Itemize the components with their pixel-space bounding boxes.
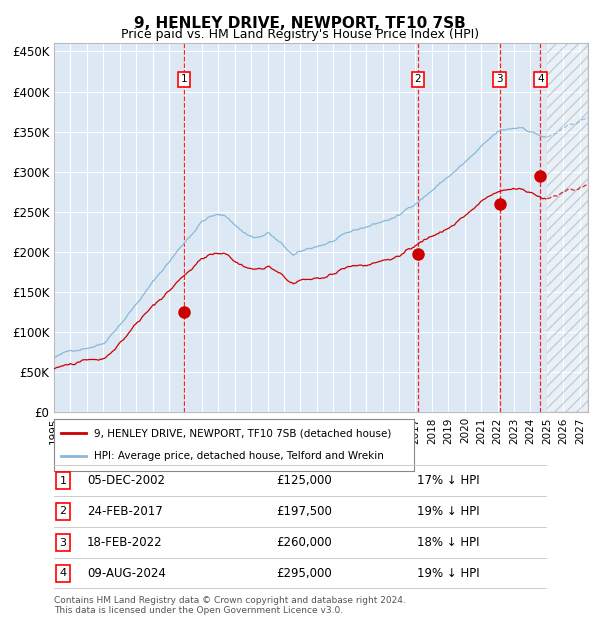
Text: 1: 1 bbox=[59, 476, 67, 485]
Text: 19% ↓ HPI: 19% ↓ HPI bbox=[417, 567, 479, 580]
Bar bbox=[547, 43, 588, 412]
Text: Contains HM Land Registry data © Crown copyright and database right 2024.: Contains HM Land Registry data © Crown c… bbox=[54, 596, 406, 606]
Bar bbox=[547, 43, 588, 412]
Text: 18-FEB-2022: 18-FEB-2022 bbox=[87, 536, 163, 549]
Text: £295,000: £295,000 bbox=[276, 567, 332, 580]
Text: 09-AUG-2024: 09-AUG-2024 bbox=[87, 567, 166, 580]
Text: 4: 4 bbox=[59, 569, 67, 578]
Text: This data is licensed under the Open Government Licence v3.0.: This data is licensed under the Open Gov… bbox=[54, 606, 343, 616]
Text: 18% ↓ HPI: 18% ↓ HPI bbox=[417, 536, 479, 549]
Text: £197,500: £197,500 bbox=[276, 505, 332, 518]
Text: 2: 2 bbox=[59, 507, 67, 516]
Text: 9, HENLEY DRIVE, NEWPORT, TF10 7SB (detached house): 9, HENLEY DRIVE, NEWPORT, TF10 7SB (deta… bbox=[94, 428, 391, 438]
Text: £260,000: £260,000 bbox=[276, 536, 332, 549]
Text: 17% ↓ HPI: 17% ↓ HPI bbox=[417, 474, 479, 487]
Text: 3: 3 bbox=[59, 538, 67, 547]
Text: 19% ↓ HPI: 19% ↓ HPI bbox=[417, 505, 479, 518]
Text: 2: 2 bbox=[415, 74, 421, 84]
Text: 9, HENLEY DRIVE, NEWPORT, TF10 7SB: 9, HENLEY DRIVE, NEWPORT, TF10 7SB bbox=[134, 16, 466, 30]
Text: £125,000: £125,000 bbox=[276, 474, 332, 487]
Text: 24-FEB-2017: 24-FEB-2017 bbox=[87, 505, 163, 518]
Text: 3: 3 bbox=[496, 74, 503, 84]
Text: Price paid vs. HM Land Registry's House Price Index (HPI): Price paid vs. HM Land Registry's House … bbox=[121, 28, 479, 41]
Text: 05-DEC-2002: 05-DEC-2002 bbox=[87, 474, 165, 487]
Text: HPI: Average price, detached house, Telford and Wrekin: HPI: Average price, detached house, Telf… bbox=[94, 451, 383, 461]
Text: 4: 4 bbox=[537, 74, 544, 84]
Text: 1: 1 bbox=[181, 74, 187, 84]
